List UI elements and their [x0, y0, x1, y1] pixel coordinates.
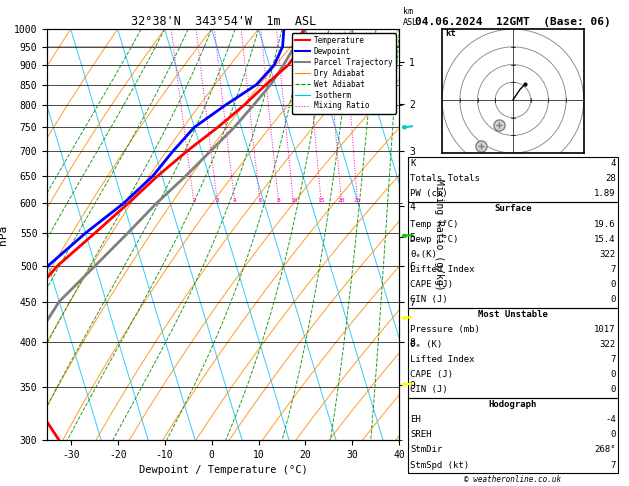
- Text: km
ASL: km ASL: [403, 7, 418, 27]
- Text: 8: 8: [277, 198, 281, 204]
- Text: 0: 0: [610, 295, 616, 304]
- Text: Pressure (mb): Pressure (mb): [410, 325, 480, 334]
- Text: SREH: SREH: [410, 431, 431, 439]
- Text: 0: 0: [610, 370, 616, 379]
- Text: CIN (J): CIN (J): [410, 385, 448, 394]
- Text: 0: 0: [610, 385, 616, 394]
- Text: Lifted Index: Lifted Index: [410, 355, 475, 364]
- Y-axis label: Mixing Ratio (g/kg): Mixing Ratio (g/kg): [435, 179, 445, 290]
- Title: 32°38'N  343°54'W  1m  ASL: 32°38'N 343°54'W 1m ASL: [131, 15, 316, 28]
- Text: -4: -4: [605, 416, 616, 424]
- Text: 6: 6: [259, 198, 262, 204]
- Text: StmDir: StmDir: [410, 446, 442, 454]
- Text: CAPE (J): CAPE (J): [410, 370, 453, 379]
- Text: Most Unstable: Most Unstable: [478, 310, 548, 319]
- Text: 04.06.2024  12GMT  (Base: 06): 04.06.2024 12GMT (Base: 06): [415, 17, 611, 27]
- Text: 1017: 1017: [594, 325, 616, 334]
- Text: 4: 4: [233, 198, 237, 204]
- Text: 7: 7: [610, 355, 616, 364]
- Text: 0: 0: [610, 280, 616, 289]
- Text: EH: EH: [410, 416, 421, 424]
- Text: LCL: LCL: [382, 41, 397, 50]
- Text: 3: 3: [216, 198, 220, 204]
- Text: 4: 4: [610, 159, 616, 168]
- Text: Dewp (°C): Dewp (°C): [410, 235, 459, 243]
- Text: 19.6: 19.6: [594, 220, 616, 228]
- Text: 28: 28: [605, 174, 616, 183]
- Text: Temp (°C): Temp (°C): [410, 220, 459, 228]
- Text: θₑ(K): θₑ(K): [410, 250, 437, 259]
- Text: 20: 20: [338, 198, 345, 204]
- Text: © weatheronline.co.uk: © weatheronline.co.uk: [464, 474, 562, 484]
- Text: θₑ (K): θₑ (K): [410, 340, 442, 349]
- Y-axis label: hPa: hPa: [0, 225, 8, 244]
- Text: Totals Totals: Totals Totals: [410, 174, 480, 183]
- Text: kt: kt: [446, 29, 457, 38]
- Text: K: K: [410, 159, 416, 168]
- Text: Hodograph: Hodograph: [489, 400, 537, 409]
- Legend: Temperature, Dewpoint, Parcel Trajectory, Dry Adiabat, Wet Adiabat, Isotherm, Mi: Temperature, Dewpoint, Parcel Trajectory…: [292, 33, 396, 114]
- Text: 0: 0: [610, 431, 616, 439]
- Text: 15: 15: [318, 198, 325, 204]
- Text: 10: 10: [290, 198, 298, 204]
- Text: CAPE (J): CAPE (J): [410, 280, 453, 289]
- Text: 2: 2: [192, 198, 196, 204]
- Text: 7: 7: [610, 265, 616, 274]
- Text: 7: 7: [610, 461, 616, 469]
- Text: 1.89: 1.89: [594, 190, 616, 198]
- Text: CIN (J): CIN (J): [410, 295, 448, 304]
- Text: 322: 322: [599, 340, 616, 349]
- Text: 322: 322: [599, 250, 616, 259]
- Text: 268°: 268°: [594, 446, 616, 454]
- Text: 25: 25: [354, 198, 362, 204]
- Text: Lifted Index: Lifted Index: [410, 265, 475, 274]
- Text: Surface: Surface: [494, 205, 532, 213]
- Text: PW (cm): PW (cm): [410, 190, 448, 198]
- Text: 15.4: 15.4: [594, 235, 616, 243]
- X-axis label: Dewpoint / Temperature (°C): Dewpoint / Temperature (°C): [139, 465, 308, 475]
- Text: StmSpd (kt): StmSpd (kt): [410, 461, 469, 469]
